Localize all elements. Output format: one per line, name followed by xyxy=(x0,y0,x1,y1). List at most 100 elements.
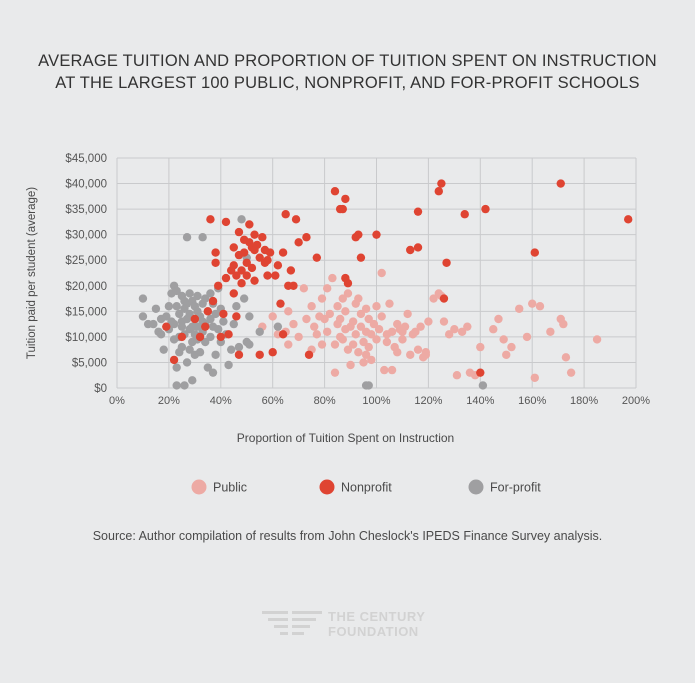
y-tick-label: $5,000 xyxy=(72,357,107,369)
scatter-point xyxy=(271,271,280,280)
legend-item-nonprofit-marker xyxy=(319,479,335,495)
scatter-point xyxy=(364,314,373,324)
scatter-point xyxy=(195,332,205,342)
scatter-point xyxy=(206,314,215,324)
scatter-point xyxy=(268,348,277,357)
scatter-point xyxy=(265,248,275,257)
scatter-point xyxy=(206,332,215,342)
scatter-point xyxy=(322,327,332,336)
scatter-point xyxy=(413,243,423,252)
scatter-point xyxy=(221,273,231,283)
scatter-point xyxy=(374,325,384,334)
scatter-point xyxy=(211,258,220,267)
scatter-point xyxy=(330,187,340,196)
scatter-point xyxy=(367,355,376,365)
scatter-point xyxy=(367,330,376,339)
scatter-point xyxy=(284,340,293,349)
scatter-point xyxy=(188,376,197,385)
legend-item-public-marker xyxy=(191,479,207,495)
scatter-point xyxy=(203,307,213,316)
scatter-point xyxy=(457,327,467,336)
logo-mark-icon xyxy=(262,611,322,635)
scatter-point xyxy=(302,314,311,324)
scatter-point xyxy=(190,314,200,324)
scatter-point xyxy=(463,322,472,331)
scatter-point xyxy=(333,302,342,311)
scatter-point xyxy=(437,179,446,188)
scatter-point xyxy=(398,327,407,336)
scatter-point xyxy=(356,309,366,319)
scatter-point xyxy=(172,381,181,390)
scatter-point xyxy=(566,368,576,377)
chart-title: AVERAGE TUITION AND PROPORTION OF TUITIO… xyxy=(0,50,695,94)
scatter-point xyxy=(377,312,386,321)
scatter-point xyxy=(206,215,215,224)
scatter-point xyxy=(201,294,210,303)
scatter-point xyxy=(489,325,498,334)
scatter-point xyxy=(406,245,415,255)
x-tick-label: 100% xyxy=(362,395,390,407)
x-tick-label: 120% xyxy=(414,395,442,407)
scatter-point xyxy=(387,365,397,375)
scatter-point xyxy=(278,248,288,257)
scatter-point xyxy=(232,302,241,311)
scatter-point xyxy=(255,327,264,336)
scatter-point xyxy=(372,335,381,344)
y-tick-label: $45,000 xyxy=(65,153,107,165)
scatter-point xyxy=(393,348,402,357)
scatter-point xyxy=(229,243,238,252)
scatter-point xyxy=(356,253,366,262)
scatter-point xyxy=(177,342,187,352)
scatter-point xyxy=(481,204,490,214)
scatter-point xyxy=(162,322,171,331)
scatter-point xyxy=(159,345,168,354)
scatter-point xyxy=(499,335,508,344)
scatter-point xyxy=(359,358,368,367)
scatter-point xyxy=(234,350,244,359)
scatter-point xyxy=(263,256,272,265)
scatter-point xyxy=(214,325,223,334)
scatter-point xyxy=(193,322,202,331)
legend-item-nonprofit-label: Nonprofit xyxy=(341,481,392,495)
scatter-point xyxy=(312,253,322,262)
scatter-point xyxy=(242,271,251,280)
scatter-point xyxy=(439,294,449,303)
scatter-point xyxy=(348,317,358,326)
scatter-point xyxy=(203,363,213,372)
scatter-point xyxy=(304,350,314,359)
scatter-point xyxy=(561,353,571,362)
scatter-point xyxy=(284,307,293,316)
x-tick-label: 40% xyxy=(210,395,232,407)
scatter-point xyxy=(325,309,334,319)
scatter-point xyxy=(403,309,412,319)
scatter-point xyxy=(354,348,363,357)
scatter-point xyxy=(224,330,233,339)
scatter-point xyxy=(556,179,565,188)
scatter-point xyxy=(546,327,555,336)
scatter-point xyxy=(624,215,633,224)
scatter-point xyxy=(276,299,285,308)
scatter-point xyxy=(169,319,179,329)
scatter-point xyxy=(592,335,602,344)
scatter-point xyxy=(273,322,283,331)
scatter-point xyxy=(255,350,264,359)
scatter-point xyxy=(273,261,283,270)
x-tick-label: 140% xyxy=(466,395,494,407)
scatter-point xyxy=(172,286,181,296)
scatter-point xyxy=(411,327,420,336)
scatter-point xyxy=(289,281,298,290)
y-tick-label: $10,000 xyxy=(65,332,107,344)
scatter-point xyxy=(361,304,371,313)
scatter-point xyxy=(247,263,257,273)
scatter-point xyxy=(476,342,485,352)
logo-text: THE CENTURY FOUNDATION xyxy=(328,609,425,639)
scatter-point xyxy=(185,309,194,319)
legend-item-forprofit-label: For-profit xyxy=(490,481,541,495)
scatter-point xyxy=(416,322,425,331)
scatter-point xyxy=(322,284,332,293)
scatter-point xyxy=(387,327,397,336)
scatter-point xyxy=(138,312,148,321)
scatter-point xyxy=(201,337,210,347)
scatter-point xyxy=(214,281,223,290)
